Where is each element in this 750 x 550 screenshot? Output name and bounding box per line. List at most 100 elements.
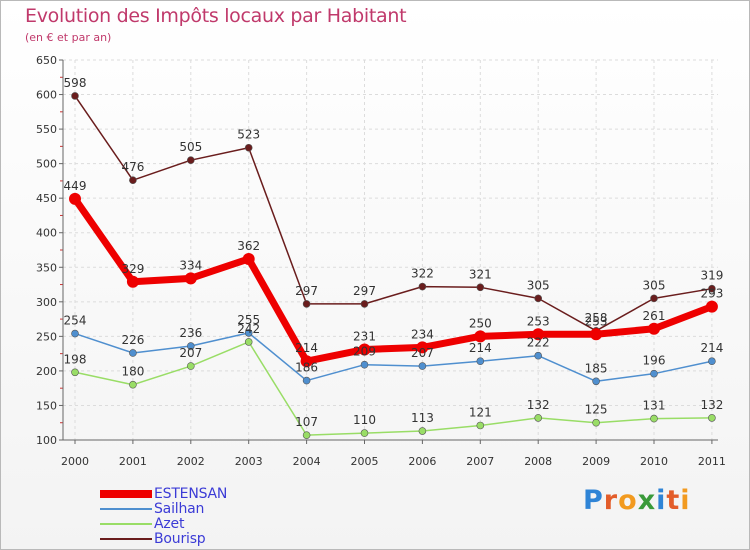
x-tick-label: 2001 [119,455,147,468]
y-tick-label: 100 [36,434,57,447]
data-label: 207 [411,346,434,360]
data-point [71,92,79,100]
data-label: 523 [237,128,260,142]
data-label: 113 [411,411,434,425]
data-label: 250 [469,316,492,330]
data-label: 131 [643,399,666,413]
logo-letter: P [583,485,604,516]
data-point [474,330,487,343]
data-point [592,418,600,427]
y-tick-label: 350 [36,261,57,274]
data-label: 261 [643,309,666,323]
data-point [187,362,195,370]
data-point [708,414,716,422]
data-point [476,357,485,366]
logo-letter: x [637,485,657,516]
legend-item: Bourisp [100,530,227,547]
data-label: 258 [585,311,608,325]
data-label: 226 [121,333,144,347]
data-label: 234 [411,327,434,341]
x-tick-label: 2004 [293,455,321,468]
logo-letter: o [618,485,638,516]
x-tick-label: 2002 [177,455,205,468]
proxiti-logo: Proxiti [583,485,691,516]
data-label: 329 [121,262,144,276]
data-label: 297 [353,284,376,298]
data-point [650,369,658,378]
data-label: 186 [295,361,318,375]
x-tick-label: 2000 [61,455,89,468]
legend-label: Bourisp [154,530,206,547]
data-point [360,429,369,437]
data-point [129,349,137,357]
data-point [71,368,79,377]
data-point [129,176,137,185]
legend-swatch [100,489,152,498]
data-label: 334 [179,258,202,272]
data-point [650,414,658,423]
data-point [592,377,600,386]
logo-letter: t [666,485,681,516]
data-label: 214 [469,341,492,355]
data-label: 107 [295,415,318,429]
data-point [590,328,603,341]
series-line-azet [74,341,713,436]
data-point [708,284,716,293]
data-point [244,143,253,152]
data-label: 476 [121,160,144,174]
legend-swatch [100,537,152,540]
legend-label: ESTENSAN [154,485,228,502]
data-label: 322 [411,267,434,281]
legend-label: Sailhan [154,500,205,517]
data-label: 242 [237,322,260,336]
data-point [126,275,139,288]
legend-swatch [100,522,152,525]
data-point [534,351,543,360]
data-point [69,192,81,205]
data-label: 505 [179,140,202,154]
data-point [244,329,253,337]
data-point [71,329,79,338]
data-label: 305 [643,278,666,292]
data-point [242,252,255,265]
data-label: 253 [585,314,608,328]
y-tick-label: 450 [36,192,57,205]
series-line-sailhan [74,332,713,383]
x-tick-label: 2007 [466,455,494,468]
data-label: 222 [527,336,550,350]
logo-letter: i [656,485,667,516]
y-tick-label: 200 [36,365,57,378]
data-point [187,342,195,350]
data-point [302,300,311,308]
data-point [476,283,485,292]
logo-letter: i [680,485,691,516]
data-label: 125 [585,403,608,417]
y-tick-label: 650 [36,54,57,67]
series-line-estensan [71,195,716,365]
data-point [650,294,658,303]
x-tick-label: 2003 [235,455,263,468]
data-point [300,355,313,368]
data-label: 180 [121,365,144,379]
data-label: 449 [64,179,87,193]
data-label: 196 [643,354,666,368]
x-tick-label: 2009 [582,455,610,468]
data-point [244,338,253,346]
y-tick-label: 250 [36,330,57,343]
data-label: 321 [469,267,492,281]
y-tick-label: 300 [36,296,57,309]
data-label: 214 [700,341,723,355]
data-point [184,272,197,285]
data-label: 214 [295,341,318,355]
data-point [360,360,369,369]
x-tick-label: 2010 [640,455,668,468]
data-point [418,362,427,370]
y-tick-label: 550 [36,123,57,136]
data-label: 319 [700,269,723,283]
data-label: 207 [179,346,202,360]
data-label: 132 [700,398,723,412]
data-point [129,380,137,389]
legend-item: Sailhan [100,500,227,517]
data-label: 293 [700,287,723,301]
